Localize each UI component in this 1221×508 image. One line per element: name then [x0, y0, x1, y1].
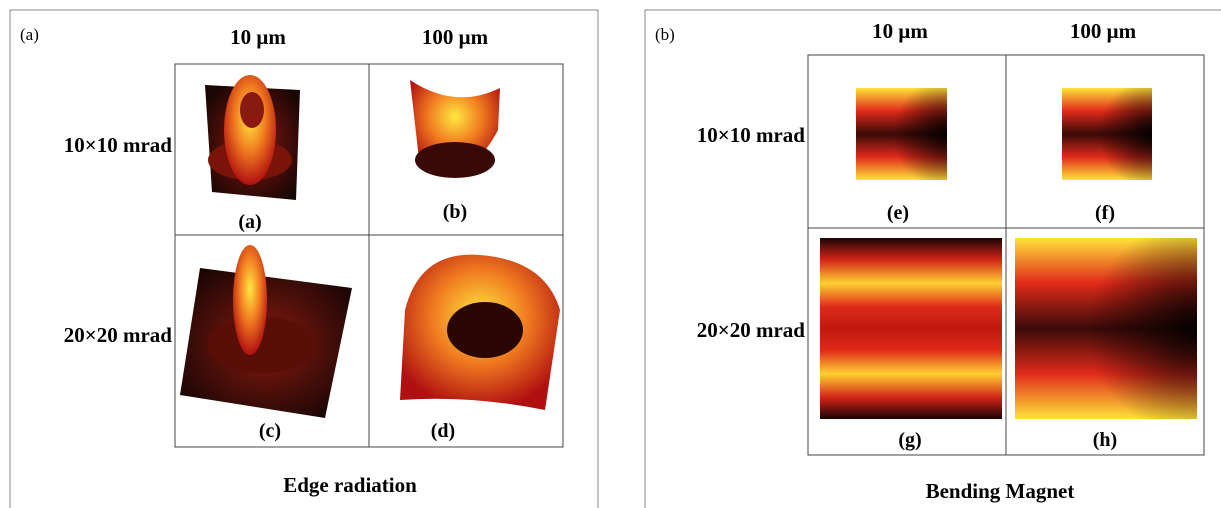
cell-label: (d) — [431, 420, 455, 442]
row-header: 10×10 mrad — [64, 133, 173, 157]
cell-label: (c) — [259, 420, 281, 442]
panel-b: (b) 10 μm 100 μm 10×10 mrad 20×20 mrad (… — [645, 10, 1221, 508]
heatmap — [820, 238, 1002, 419]
heatmap — [856, 88, 947, 180]
caption: Bending Magnet — [926, 479, 1075, 503]
panel-border — [10, 10, 598, 508]
cell-label: (e) — [887, 202, 909, 224]
caption: Edge radiation — [283, 473, 417, 497]
heatmap — [1062, 88, 1152, 180]
surface-plot — [205, 75, 300, 200]
cell-label: (b) — [443, 201, 467, 223]
cell-label: (a) — [238, 211, 261, 233]
panel-label: (a) — [20, 25, 39, 44]
cell-label: (h) — [1093, 429, 1117, 451]
column-header: 100 μm — [1070, 19, 1137, 43]
panel-a: (a) 10 μm 100 μm 10×10 mrad 20×20 mrad (… — [10, 10, 598, 508]
figure: (a) 10 μm 100 μm 10×10 mrad 20×20 mrad (… — [0, 0, 1221, 508]
panel-label: (b) — [655, 25, 675, 44]
surface-plot — [410, 80, 500, 178]
column-header: 10 μm — [230, 25, 286, 49]
surface-plot — [400, 255, 560, 410]
heatmap — [1015, 238, 1197, 419]
cell-label: (f) — [1095, 202, 1115, 224]
column-header: 10 μm — [872, 19, 928, 43]
row-header: 20×20 mrad — [697, 318, 806, 342]
row-header: 10×10 mrad — [697, 123, 806, 147]
cell-label: (g) — [898, 429, 921, 451]
row-header: 20×20 mrad — [64, 323, 173, 347]
surface-plot — [180, 245, 352, 418]
column-header: 100 μm — [422, 25, 489, 49]
